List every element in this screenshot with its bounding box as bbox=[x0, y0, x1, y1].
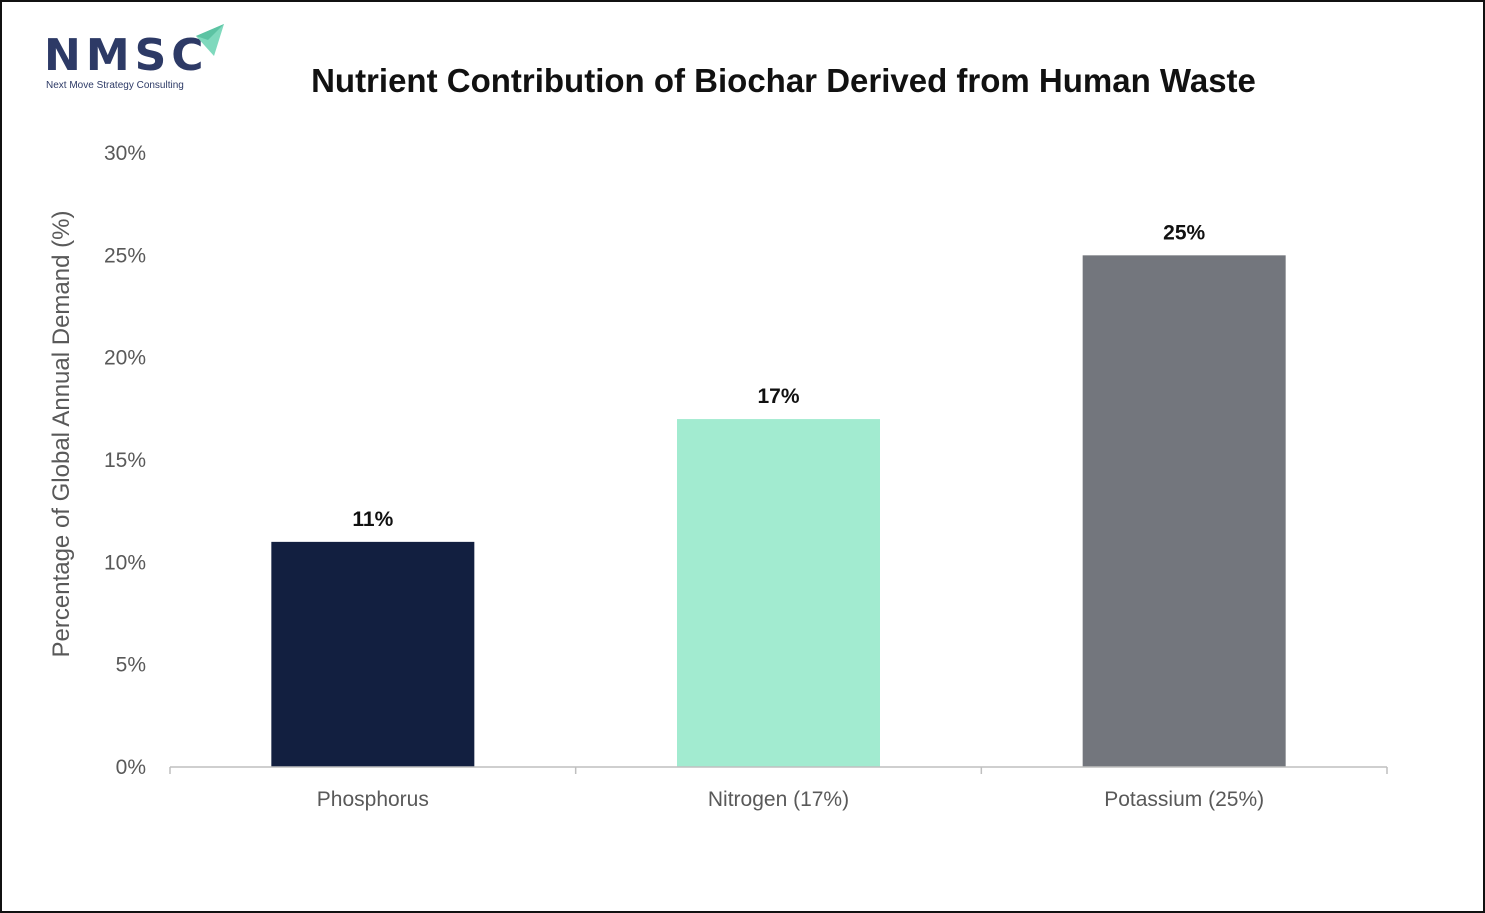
y-tick-label: 25% bbox=[104, 244, 146, 267]
data-label: 17% bbox=[757, 385, 799, 408]
bar bbox=[271, 541, 475, 767]
bar bbox=[1082, 255, 1286, 768]
logo-tagline: Next Move Strategy Consulting bbox=[46, 80, 184, 91]
bars bbox=[271, 255, 1286, 768]
x-category-label: Phosphorus bbox=[317, 788, 429, 811]
logo-letters: NMSC bbox=[44, 30, 209, 81]
y-tick-label: 20% bbox=[104, 347, 146, 370]
x-category-label: Potassium (25%) bbox=[1104, 788, 1264, 811]
data-label: 11% bbox=[352, 508, 393, 531]
category-labels: Phosphorus Nitrogen (17%) Potassium (25%) bbox=[317, 788, 1264, 811]
y-tick-label: 30% bbox=[104, 142, 146, 165]
chart-title: Nutrient Contribution of Biochar Derived… bbox=[311, 62, 1256, 99]
y-tick-label: 10% bbox=[104, 551, 146, 574]
nmsc-logo: NMSC Next Move Strategy Consulting bbox=[44, 22, 234, 94]
y-tick-label: 0% bbox=[116, 756, 146, 779]
data-label: 25% bbox=[1163, 221, 1205, 244]
data-labels: 11% 17% 25% bbox=[352, 221, 1205, 531]
x-axis bbox=[169, 766, 1388, 774]
y-tick-label: 5% bbox=[116, 654, 146, 677]
bar bbox=[677, 419, 880, 767]
y-tick-label: 15% bbox=[104, 449, 146, 472]
y-axis-ticks: 0% 5% 10% 15% 20% 25% 30% bbox=[104, 142, 146, 779]
x-category-label: Nitrogen (17%) bbox=[708, 788, 849, 811]
logo-arrow-icon bbox=[196, 24, 224, 56]
